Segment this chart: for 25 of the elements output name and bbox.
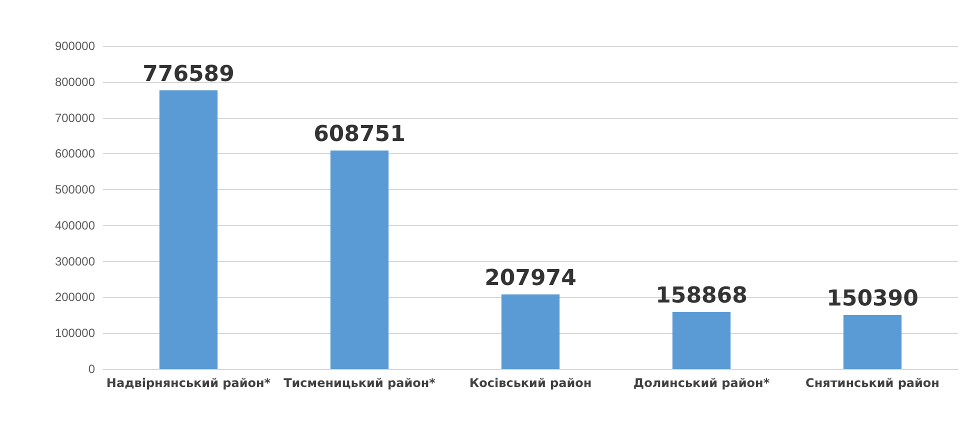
x-tick-label: Косівський район: [469, 376, 592, 390]
data-label: 150390: [826, 286, 918, 312]
x-tick-label: Долинський район*: [633, 376, 770, 390]
bar: [159, 90, 218, 369]
y-tick-label: 300000: [54, 254, 96, 268]
y-tick-label: 100000: [54, 326, 96, 340]
bar: [501, 294, 560, 369]
y-tick-label: 900000: [54, 39, 96, 53]
y-tick-label: 400000: [54, 218, 96, 232]
x-tick-label: Снятинський район: [806, 376, 940, 390]
bar: [843, 315, 902, 369]
data-label: 776589: [142, 62, 234, 87]
y-tick-label: 700000: [54, 110, 96, 125]
data-label: 158868: [656, 283, 748, 308]
y-tick-label: 0: [88, 362, 96, 376]
x-tick-label: Тисменицький район*: [284, 376, 436, 390]
data-label: 207974: [484, 266, 576, 291]
y-tick-label: 500000: [54, 182, 96, 197]
y-tick-label: 200000: [54, 290, 96, 304]
bar: [672, 312, 731, 369]
data-label: 608751: [314, 122, 406, 148]
bar: [330, 150, 389, 369]
y-tick-label: 600000: [54, 146, 96, 161]
x-tick-label: Надвірнянський район*: [106, 376, 272, 390]
y-tick-label: 800000: [54, 74, 96, 89]
